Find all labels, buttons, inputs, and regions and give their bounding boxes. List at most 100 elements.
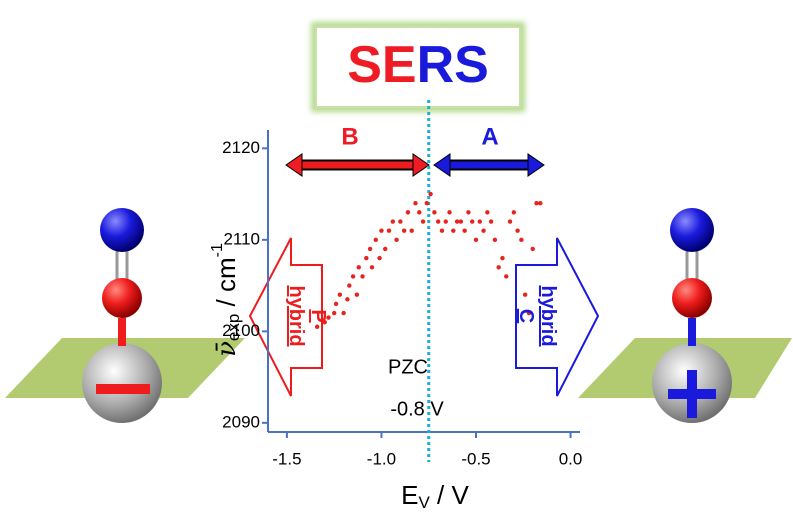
- point: [326, 315, 331, 320]
- y-label-symbol: ν̄: [212, 341, 242, 357]
- point: [322, 319, 327, 325]
- pzc-label: PZC: [388, 356, 428, 378]
- point: [347, 283, 352, 288]
- plot: 2090 2100 2110 2120 -1.5 -1.0 -0.5 0.0: [222, 100, 582, 468]
- range-arrow-b: [285, 153, 430, 177]
- x-label-rest: / V: [430, 480, 470, 510]
- point: [462, 228, 467, 233]
- point: [398, 219, 403, 224]
- point: [504, 274, 509, 279]
- point: [451, 228, 456, 233]
- point: [413, 201, 418, 206]
- point: [367, 246, 373, 252]
- title-part: RS: [417, 36, 489, 94]
- point: [530, 246, 535, 252]
- point: [473, 237, 479, 243]
- point: [435, 219, 441, 224]
- point: [424, 201, 430, 206]
- y-axis-label: ν̄exp / cm-1: [209, 243, 243, 357]
- point: [439, 228, 445, 233]
- point: [466, 210, 471, 215]
- point: [470, 219, 475, 224]
- point: [522, 292, 528, 297]
- point: [417, 210, 422, 215]
- point: [405, 210, 411, 215]
- point: [507, 219, 513, 224]
- point: [526, 310, 532, 316]
- point: [477, 219, 482, 224]
- point: [534, 201, 539, 206]
- point: [331, 310, 337, 316]
- point: [379, 228, 384, 233]
- right-molecule: [578, 208, 792, 423]
- point: [333, 301, 339, 307]
- point: [428, 191, 433, 197]
- point: [454, 219, 460, 224]
- point: [488, 219, 494, 224]
- x-axis-label: EV / V: [401, 480, 469, 513]
- point: [314, 324, 320, 329]
- arrow-label: Phybrid: [285, 285, 329, 346]
- range-label: B: [341, 123, 358, 150]
- point: [500, 255, 505, 261]
- point: [458, 219, 464, 224]
- point: [341, 310, 346, 316]
- range-arrow-a: [433, 153, 545, 177]
- point: [485, 210, 490, 215]
- point: [383, 246, 388, 252]
- y-label-sub: exp: [224, 314, 243, 341]
- x-tick-label: -1.5: [272, 449, 301, 468]
- point: [447, 210, 452, 215]
- point: [401, 228, 407, 233]
- point: [373, 237, 378, 243]
- x-tick-label: -1.0: [367, 449, 396, 468]
- arrow-label: hybridC: [515, 285, 559, 346]
- point: [420, 219, 426, 224]
- title-part: SE: [347, 36, 416, 94]
- point: [390, 219, 395, 224]
- point: [356, 265, 361, 270]
- arrow-label-line: C: [515, 309, 537, 323]
- point: [345, 297, 350, 302]
- x-tick-label: -0.5: [461, 449, 490, 468]
- point: [432, 210, 437, 215]
- y-label-rest: / cm: [211, 257, 241, 313]
- point: [350, 274, 356, 279]
- title-box: [315, 26, 521, 108]
- point: [377, 255, 382, 261]
- point: [538, 201, 543, 206]
- right-arrow: [515, 237, 600, 397]
- point: [511, 210, 517, 215]
- arrow-label-line: P: [307, 309, 329, 322]
- point: [354, 292, 360, 297]
- chart-title: SERS: [347, 36, 489, 94]
- x-tick-label: 0.0: [559, 449, 583, 468]
- point: [515, 228, 520, 233]
- y-tick-label: 2110: [223, 229, 260, 248]
- x-label-sub: V: [418, 493, 430, 512]
- point: [492, 237, 498, 243]
- y-tick-label: 2100: [222, 321, 260, 340]
- left-arrow: [248, 237, 323, 397]
- x-label-main: E: [401, 480, 418, 510]
- point: [360, 274, 365, 279]
- point: [496, 265, 501, 270]
- point: [394, 237, 399, 243]
- y-label-sup: -1: [209, 243, 226, 257]
- y-tick-label: 2090: [222, 412, 260, 431]
- range-label: A: [481, 123, 498, 150]
- arrow-label-line: hybrid: [537, 285, 559, 346]
- point: [386, 228, 392, 233]
- point: [481, 228, 486, 233]
- point: [443, 219, 448, 224]
- point: [409, 228, 414, 233]
- point: [369, 265, 375, 270]
- arrow-label-line: hybrid: [285, 285, 307, 346]
- left-molecule: [5, 208, 245, 423]
- point: [364, 255, 369, 261]
- y-tick-label: 2120: [222, 138, 260, 157]
- point: [519, 237, 524, 243]
- point: [337, 292, 343, 297]
- pzc-value: -0.8 V: [390, 398, 444, 420]
